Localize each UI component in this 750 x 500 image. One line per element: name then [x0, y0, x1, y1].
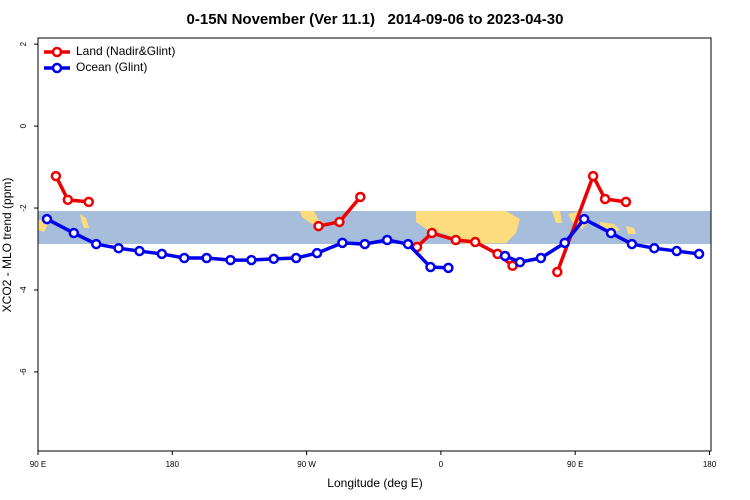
- y-tick-label: -6: [19, 368, 28, 376]
- data-point: [552, 266, 563, 278]
- data-point: [559, 237, 571, 249]
- data-point: [68, 227, 80, 239]
- data-point: [178, 252, 190, 264]
- data-point: [426, 227, 438, 239]
- data-point: [113, 242, 124, 254]
- data-point: [443, 262, 454, 274]
- data-point: [290, 252, 302, 264]
- data-point: [514, 256, 526, 268]
- data-point: [381, 234, 393, 246]
- x-tick-label: 90 W: [297, 460, 316, 469]
- y-tick-label: 2: [19, 41, 28, 46]
- data-point: [425, 261, 436, 273]
- data-point: [246, 254, 257, 266]
- data-point: [535, 252, 547, 264]
- data-point: [134, 245, 145, 257]
- data-point: [90, 238, 102, 250]
- chart-title: 0-15N November (Ver 11.1) 2014-09-06 to …: [187, 11, 564, 28]
- land: [38, 211, 636, 244]
- data-point: [225, 254, 236, 266]
- legend-label: Land (Nadir&Glint): [76, 44, 175, 58]
- plot-frame: [37, 37, 712, 452]
- data-point: [578, 213, 590, 225]
- x-tick-label: 90 E: [567, 460, 583, 469]
- data-point: [693, 248, 705, 260]
- data-point: [450, 234, 462, 246]
- data-point: [337, 237, 348, 249]
- x-tick-label: 90 E: [30, 460, 46, 469]
- data-point: [355, 191, 366, 203]
- x-tick-label: 180: [703, 460, 717, 469]
- map-band: [38, 211, 711, 244]
- data-point: [201, 252, 212, 264]
- data-point: [605, 227, 617, 239]
- data-point: [311, 247, 323, 259]
- data-point: [62, 194, 74, 206]
- data-point: [469, 236, 481, 248]
- x-tick-label: 0: [439, 460, 444, 469]
- data-point: [599, 193, 611, 205]
- y-tick-label: -2: [19, 204, 28, 212]
- data-point: [626, 238, 638, 250]
- y-tick-label: -4: [19, 286, 28, 294]
- data-point: [499, 250, 511, 262]
- x-axis-title: Longitude (deg E): [327, 476, 422, 490]
- data-point: [41, 213, 53, 225]
- y-tick-label: 0: [19, 123, 28, 128]
- data-point: [268, 253, 280, 265]
- legend-marker: [51, 46, 63, 58]
- data-point: [587, 170, 599, 182]
- data-point: [402, 238, 414, 250]
- data-point: [334, 216, 345, 228]
- y-axis-title: XCO2 - MLO trend (ppm): [0, 178, 14, 313]
- data-point: [649, 242, 660, 254]
- data-point: [313, 220, 324, 232]
- x-tick-label: 180: [166, 460, 180, 469]
- data-point: [359, 238, 371, 250]
- data-point: [83, 196, 94, 208]
- data-point: [50, 170, 62, 182]
- legend-marker: [51, 62, 63, 74]
- data-point: [156, 248, 168, 260]
- legend-label: Ocean (Glint): [76, 60, 147, 74]
- data-point: [671, 245, 682, 257]
- data-point: [620, 196, 632, 208]
